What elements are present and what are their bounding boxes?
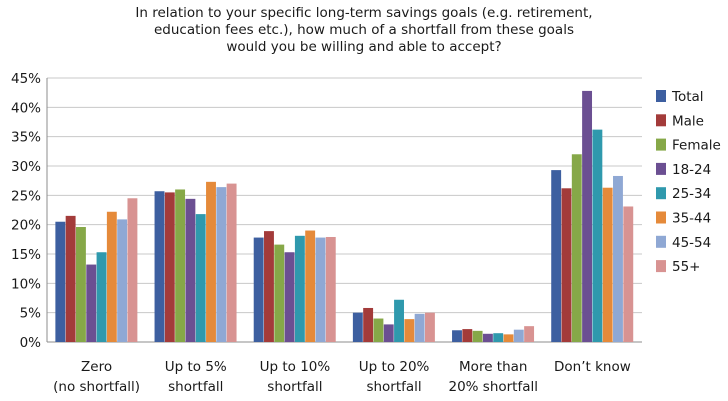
legend-swatch-35-44 xyxy=(656,211,666,224)
bar-total-3 xyxy=(352,312,363,342)
bar-male-0 xyxy=(65,215,76,342)
legend-label-55+: 55+ xyxy=(672,259,701,275)
bar-35-44-2 xyxy=(305,230,316,342)
x-axis: Zero (no shortfall) Up to 5% shortfall Up to… xyxy=(53,359,631,395)
y-tick-label: 45% xyxy=(11,71,41,87)
x-category-label: Up to 20% shortfall xyxy=(359,359,430,395)
legend-swatch-18-24 xyxy=(656,162,666,175)
bar-45-54-2 xyxy=(315,237,326,342)
bar-female-0 xyxy=(75,227,86,342)
bar-total-0 xyxy=(55,221,66,342)
x-category-label: Up to 5% shortfall xyxy=(165,359,227,395)
y-tick-label: 15% xyxy=(11,247,41,263)
legend-label-25-34: 25-34 xyxy=(672,186,711,202)
legend-label-male: Male xyxy=(672,113,704,129)
y-tick-label: 30% xyxy=(11,159,41,175)
bar-18-24-1 xyxy=(185,198,196,342)
bar-45-54-0 xyxy=(117,219,128,342)
bar-35-44-1 xyxy=(206,181,216,342)
bar-25-34-0 xyxy=(96,252,107,342)
bar-35-44-4 xyxy=(503,334,514,342)
bar-male-4 xyxy=(462,329,473,342)
bar-18-24-3 xyxy=(383,324,394,342)
bar-female-1 xyxy=(175,189,186,342)
legend: Total Male Female 18-24 25-34 35-44 45-54 55+ xyxy=(656,89,721,275)
bar-total-1 xyxy=(154,191,165,342)
x-category-label: Zero (no shortfall) xyxy=(53,359,140,395)
legend-label-18-24: 18-24 xyxy=(672,162,711,178)
bar-25-34-4 xyxy=(493,333,504,342)
bar-male-5 xyxy=(561,188,572,342)
legend-label-45-54: 45-54 xyxy=(672,235,711,251)
bar-45-54-5 xyxy=(613,175,623,342)
bar-35-44-3 xyxy=(404,319,415,342)
bar-total-4 xyxy=(452,330,462,342)
bar-female-5 xyxy=(571,154,582,342)
legend-label-35-44: 35-44 xyxy=(672,211,711,227)
bar-55+-4 xyxy=(524,326,535,342)
y-tick-label: 40% xyxy=(11,100,41,116)
bar-female-4 xyxy=(472,330,483,342)
legend-swatch-55+ xyxy=(656,260,666,273)
title-line-1: In relation to your specific long-term s… xyxy=(135,5,592,21)
x-category-label: Don’t know xyxy=(554,359,631,375)
legend-swatch-female xyxy=(656,138,666,151)
bar-55+-1 xyxy=(226,183,237,342)
bar-45-54-4 xyxy=(513,329,524,342)
bar-male-3 xyxy=(363,307,374,342)
bar-35-44-5 xyxy=(602,187,613,342)
bar-45-54-3 xyxy=(414,313,425,342)
x-category-label: More than 20% shortfall xyxy=(448,359,538,395)
legend-swatch-25-34 xyxy=(656,187,666,200)
bar-18-24-4 xyxy=(482,333,493,342)
bar-male-1 xyxy=(164,192,175,342)
chart-title: In relation to your specific long-term s… xyxy=(135,5,592,55)
bar-18-24-0 xyxy=(86,264,97,342)
bar-55+-5 xyxy=(623,206,634,342)
legend-label-female: Female xyxy=(672,138,721,154)
bar-35-44-0 xyxy=(106,211,117,342)
grid-lines xyxy=(47,77,642,343)
y-tick-label: 0% xyxy=(20,335,42,351)
legend-swatch-male xyxy=(656,114,666,127)
x-category-label: Up to 10% shortfall xyxy=(260,359,331,395)
bar-female-3 xyxy=(373,318,384,342)
bar-total-5 xyxy=(551,170,562,342)
bar-25-34-2 xyxy=(294,235,305,342)
bar-25-34-3 xyxy=(394,299,404,342)
bar-55+-2 xyxy=(325,236,336,342)
bar-25-34-5 xyxy=(592,129,603,342)
bar-55+-3 xyxy=(424,312,435,342)
title-line-2: education fees etc.), how much of a shor… xyxy=(154,22,574,38)
y-tick-label: 20% xyxy=(11,218,41,234)
legend-label-total: Total xyxy=(671,89,704,105)
legend-swatch-45-54 xyxy=(656,235,666,248)
y-tick-label: 25% xyxy=(11,188,41,204)
bars xyxy=(55,90,634,342)
y-tick-label: 5% xyxy=(20,306,42,322)
bar-female-2 xyxy=(274,244,285,342)
bar-45-54-1 xyxy=(216,187,227,342)
y-tick-label: 35% xyxy=(11,130,41,146)
bar-18-24-5 xyxy=(582,90,593,342)
bar-25-34-1 xyxy=(195,214,206,342)
legend-swatch-total xyxy=(656,90,666,102)
bar-55+-0 xyxy=(127,198,138,342)
bar-18-24-2 xyxy=(284,252,295,342)
y-axis: 0% 5% 10% 15% 20% 25% 30% 35% 40% 45% xyxy=(11,71,48,351)
y-tick-label: 10% xyxy=(11,276,41,292)
bar-male-2 xyxy=(264,231,274,342)
title-line-3: would you be willing and able to accept? xyxy=(226,39,501,55)
bar-total-2 xyxy=(253,237,264,342)
